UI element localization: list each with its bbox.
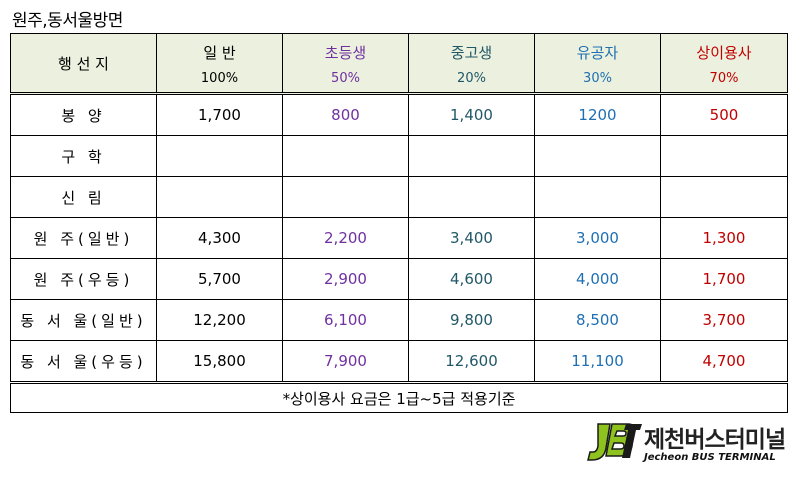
fare-cell: 3,000 [534, 217, 661, 259]
table-row: 봉 양 1,700 800 1,400 1200 500 [10, 93, 788, 136]
fare-cell [282, 176, 409, 218]
fare-cell: 1,300 [660, 217, 788, 259]
fare-table: 행 선 지 일 반 100% 초등생 50% 중고생 20% 유공자 30% 상이용사 7… [10, 33, 788, 413]
header-row: 행 선 지 일 반 100% 초등생 50% 중고생 20% 유공자 30% 상이용사 7… [10, 33, 788, 95]
table-row: 동 서 울(우등) 15,800 7,900 12,600 11,100 4,7… [10, 340, 788, 383]
fare-cell: 3,400 [408, 217, 535, 259]
destination-cell: 신 림 [10, 176, 157, 218]
destination-cell: 구 학 [10, 135, 157, 177]
fare-cell: 4,700 [660, 340, 788, 383]
fare-cell: 7,900 [282, 340, 409, 383]
fare-cell [660, 135, 788, 177]
fare-cell: 6,100 [282, 299, 409, 341]
table-row: 구 학 [10, 135, 788, 177]
destination-cell: 동 서 울(우등) [10, 340, 157, 383]
table-row: 동 서 울(일반) 12,200 6,100 9,800 8,500 3,700 [10, 299, 788, 341]
jbt-logo-icon [587, 423, 642, 461]
page-title: 원주,동서울방면 [12, 11, 123, 31]
fare-cell: 4,000 [534, 258, 661, 300]
fare-cell [156, 135, 283, 177]
fare-cell: 9,800 [408, 299, 535, 341]
logo-korean-text: 제천버스터미널 [644, 427, 786, 453]
fare-cell: 500 [660, 93, 788, 136]
fare-cell: 8,500 [534, 299, 661, 341]
fare-cell: 2,900 [282, 258, 409, 300]
terminal-logo: 제천버스터미널 Jecheon BUS TERMINAL [584, 418, 786, 470]
table-row: 원 주(우등) 5,700 2,900 4,600 4,000 1,700 [10, 258, 788, 300]
fare-cell: 4,300 [156, 217, 283, 259]
header-general: 일 반 100% [156, 33, 283, 95]
fare-cell [660, 176, 788, 218]
destination-cell: 원 주(우등) [10, 258, 157, 300]
fare-cell: 1,400 [408, 93, 535, 136]
fare-cell: 4,600 [408, 258, 535, 300]
header-elementary: 초등생 50% [282, 33, 409, 95]
fare-cell [282, 135, 409, 177]
fare-cell: 11,100 [534, 340, 661, 383]
fare-cell: 15,800 [156, 340, 283, 383]
fare-cell: 12,200 [156, 299, 283, 341]
fare-cell [534, 176, 661, 218]
destination-cell: 동 서 울(일반) [10, 299, 157, 341]
destination-cell: 봉 양 [10, 93, 157, 136]
note-row: *상이용사 요금은 1급~5급 적용기준 [10, 381, 788, 413]
fare-cell [534, 135, 661, 177]
header-disabled-veteran: 상이용사 70% [660, 33, 788, 95]
logo-english-text: Jecheon BUS TERMINAL [644, 452, 776, 463]
fare-cell: 2,200 [282, 217, 409, 259]
fare-cell: 800 [282, 93, 409, 136]
fare-cell: 1,700 [156, 93, 283, 136]
fare-cell: 12,600 [408, 340, 535, 383]
fare-cell: 5,700 [156, 258, 283, 300]
header-middle-high: 중고생 20% [408, 33, 535, 95]
fare-cell [408, 176, 535, 218]
table-row: 원 주(일반) 4,300 2,200 3,400 3,000 1,300 [10, 217, 788, 259]
destination-cell: 원 주(일반) [10, 217, 157, 259]
fare-cell [156, 176, 283, 218]
fare-cell: 3,700 [660, 299, 788, 341]
header-destination: 행 선 지 [10, 33, 157, 95]
table-row: 신 림 [10, 176, 788, 218]
fare-cell: 1,700 [660, 258, 788, 300]
fare-cell: 1200 [534, 93, 661, 136]
fare-cell [408, 135, 535, 177]
header-merit: 유공자 30% [534, 33, 661, 95]
fare-note: *상이용사 요금은 1급~5급 적용기준 [10, 381, 788, 413]
